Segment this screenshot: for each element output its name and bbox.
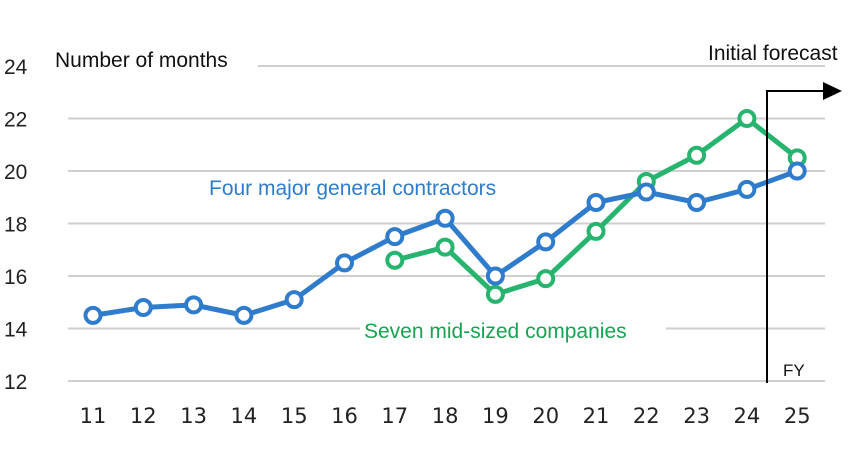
y-tick-label: 12: [4, 371, 27, 394]
data-point: [586, 193, 606, 212]
data-point: [536, 269, 556, 289]
series-label-bg-mid: [360, 316, 666, 344]
x-tick-label: 11: [80, 404, 107, 428]
data-point: [737, 109, 757, 128]
y-tick-label: 20: [4, 161, 27, 184]
x-tick-label: 19: [482, 404, 509, 428]
x-tick-label: 15: [281, 404, 308, 428]
x-tick-label: 17: [381, 404, 408, 428]
y-tick-label: 24: [4, 56, 28, 79]
data-point: [83, 305, 103, 325]
y-axis-label: Number of months: [55, 49, 228, 72]
series-0: [83, 161, 807, 325]
x-tick-labels: 11 12 13 14 15 16 17 18 19 20 21 22 23 24 25: [80, 404, 811, 428]
x-tick-label: 21: [583, 404, 610, 428]
data-point: [234, 305, 254, 325]
series-label-mid: Seven mid-sized companies: [364, 320, 627, 343]
x-tick-label: 24: [734, 404, 761, 428]
data-point: [284, 290, 304, 310]
fy-label: FY: [783, 361, 805, 380]
data-point: [586, 221, 606, 241]
x-tick-label: 16: [331, 404, 358, 428]
data-point: [184, 295, 204, 315]
data-point: [435, 237, 455, 257]
data-point: [385, 227, 405, 247]
x-tick-label: 14: [231, 404, 258, 428]
forecast-arrow-head: [823, 82, 842, 100]
data-point: [687, 145, 707, 165]
y-tick-label: 14: [4, 319, 28, 342]
data-point: [133, 298, 153, 317]
data-point: [485, 284, 505, 304]
data-point: [536, 232, 556, 252]
y-tick-label: 22: [4, 109, 27, 132]
ylabel-background: [52, 44, 258, 72]
series-layer: [83, 109, 807, 325]
x-tick-label: 23: [683, 404, 710, 428]
data-point: [435, 208, 455, 228]
x-tick-label: 22: [633, 404, 660, 428]
x-tick-label: 18: [432, 404, 459, 428]
x-tick-label: 25: [784, 404, 811, 428]
x-tick-label: 20: [532, 404, 559, 428]
data-point: [687, 193, 707, 212]
x-tick-label: 12: [130, 404, 157, 428]
data-point: [485, 266, 505, 286]
forecast-marker: [766, 82, 842, 383]
x-tick-label: 13: [180, 404, 207, 428]
series-label-major: Four major general contractors: [209, 177, 496, 200]
y-tick-label: 18: [4, 214, 27, 237]
y-tick-label: 16: [4, 266, 27, 289]
y-tick-labels: 12 14 16 18 20 22 24: [4, 56, 28, 394]
data-point: [385, 250, 405, 270]
forecast-label: Initial forecast: [708, 42, 838, 65]
data-point: [636, 182, 656, 202]
data-point: [787, 161, 807, 181]
data-point: [737, 179, 757, 199]
data-point: [335, 253, 354, 273]
